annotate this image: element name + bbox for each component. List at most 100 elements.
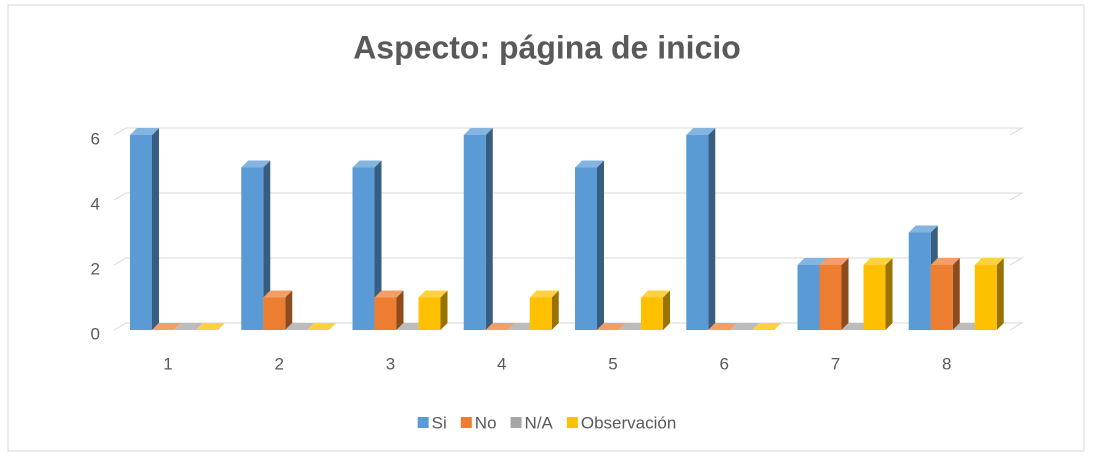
bar	[374, 297, 397, 330]
bar	[930, 265, 953, 330]
bar-side	[263, 160, 271, 330]
bar-side	[551, 290, 559, 330]
x-tick-label: 8	[942, 354, 951, 373]
bar-side	[485, 128, 493, 330]
bar-group	[952, 323, 982, 330]
bar-top	[863, 258, 893, 265]
bar-group	[418, 290, 448, 330]
bar-side	[396, 290, 404, 330]
grid-line	[113, 127, 1024, 136]
x-tick-label: 1	[163, 354, 172, 373]
bar-side	[885, 258, 893, 330]
bar	[263, 297, 286, 330]
bar	[463, 135, 486, 330]
bar-top	[485, 323, 515, 330]
x-tick-label: 2	[275, 354, 284, 373]
bar-top	[974, 258, 1004, 265]
legend-swatch	[510, 417, 522, 428]
bar-group	[597, 323, 626, 330]
y-tick-label: 6	[91, 129, 100, 148]
bar-side	[597, 160, 604, 330]
bar	[241, 167, 264, 330]
chart-border	[7, 4, 1085, 452]
bar-side	[374, 160, 382, 330]
x-tick-label: 3	[386, 354, 395, 373]
y-tick-label: 4	[91, 194, 100, 213]
legend-swatch	[417, 417, 429, 428]
bar-group	[196, 323, 225, 330]
bar-top	[463, 128, 493, 135]
bar-group	[641, 290, 670, 330]
y-tick-label: 0	[91, 324, 100, 343]
bar-top	[263, 290, 293, 298]
bar-group	[529, 290, 559, 330]
bar-group	[619, 323, 648, 330]
bar-group	[130, 128, 159, 330]
bar-top	[174, 323, 203, 330]
legend-item: Si	[417, 413, 447, 432]
legend-label: N/A	[525, 413, 554, 432]
bar-side	[440, 290, 448, 330]
bar-side	[952, 258, 960, 330]
legend-label: No	[475, 413, 497, 432]
bar-group	[730, 323, 760, 330]
bar-group	[307, 323, 337, 330]
bar-group	[863, 258, 893, 330]
legend-item: No	[460, 413, 497, 432]
chart-title: Aspecto: página de inicio	[353, 29, 741, 65]
bar-group	[285, 323, 315, 330]
bar-side	[285, 290, 293, 330]
bar-side	[841, 258, 849, 330]
bar-group	[819, 258, 849, 330]
bar-top	[641, 290, 670, 298]
legend-label: Si	[432, 413, 447, 432]
x-tick-label: 7	[831, 354, 840, 373]
legend-swatch	[460, 417, 472, 428]
bar-side	[996, 258, 1004, 330]
bar-group	[463, 128, 493, 330]
bar-top	[730, 323, 760, 330]
bar	[908, 232, 931, 330]
bar-top	[130, 128, 159, 135]
bar-top	[152, 323, 181, 330]
bar-top	[930, 258, 960, 265]
legend-label: Observación	[581, 413, 676, 432]
bar-top	[374, 290, 404, 298]
bar-top	[241, 160, 271, 168]
bar-side	[663, 290, 670, 330]
y-tick-label: 2	[91, 259, 100, 278]
bar-group	[352, 160, 382, 330]
bar	[686, 135, 709, 330]
bar-top	[196, 323, 225, 330]
grid-line	[113, 257, 1024, 266]
bar	[641, 297, 663, 330]
bar-top	[819, 258, 849, 265]
bar-group	[686, 128, 716, 330]
bar-side	[152, 128, 159, 330]
grid-line	[113, 192, 1024, 201]
bar-top	[575, 160, 604, 168]
bar-top	[529, 290, 559, 298]
bar-group	[575, 160, 604, 330]
bar-group	[174, 323, 203, 330]
bar-group	[507, 323, 537, 330]
bar-top	[952, 323, 982, 330]
bar-top	[507, 323, 537, 330]
bar-top	[752, 323, 782, 330]
bar-top	[285, 323, 315, 330]
bar-side	[708, 128, 716, 330]
bar-group	[974, 258, 1004, 330]
bar	[974, 265, 997, 330]
bar-group	[708, 323, 738, 330]
bar-group	[374, 290, 404, 330]
bar	[797, 265, 820, 330]
bar-top	[307, 323, 337, 330]
bar	[819, 265, 842, 330]
bar	[529, 297, 552, 330]
bar-top	[352, 160, 382, 168]
bar-top	[841, 323, 871, 330]
x-tick-label: 4	[497, 354, 506, 373]
bar-top	[797, 258, 827, 265]
bar-group	[396, 323, 426, 330]
